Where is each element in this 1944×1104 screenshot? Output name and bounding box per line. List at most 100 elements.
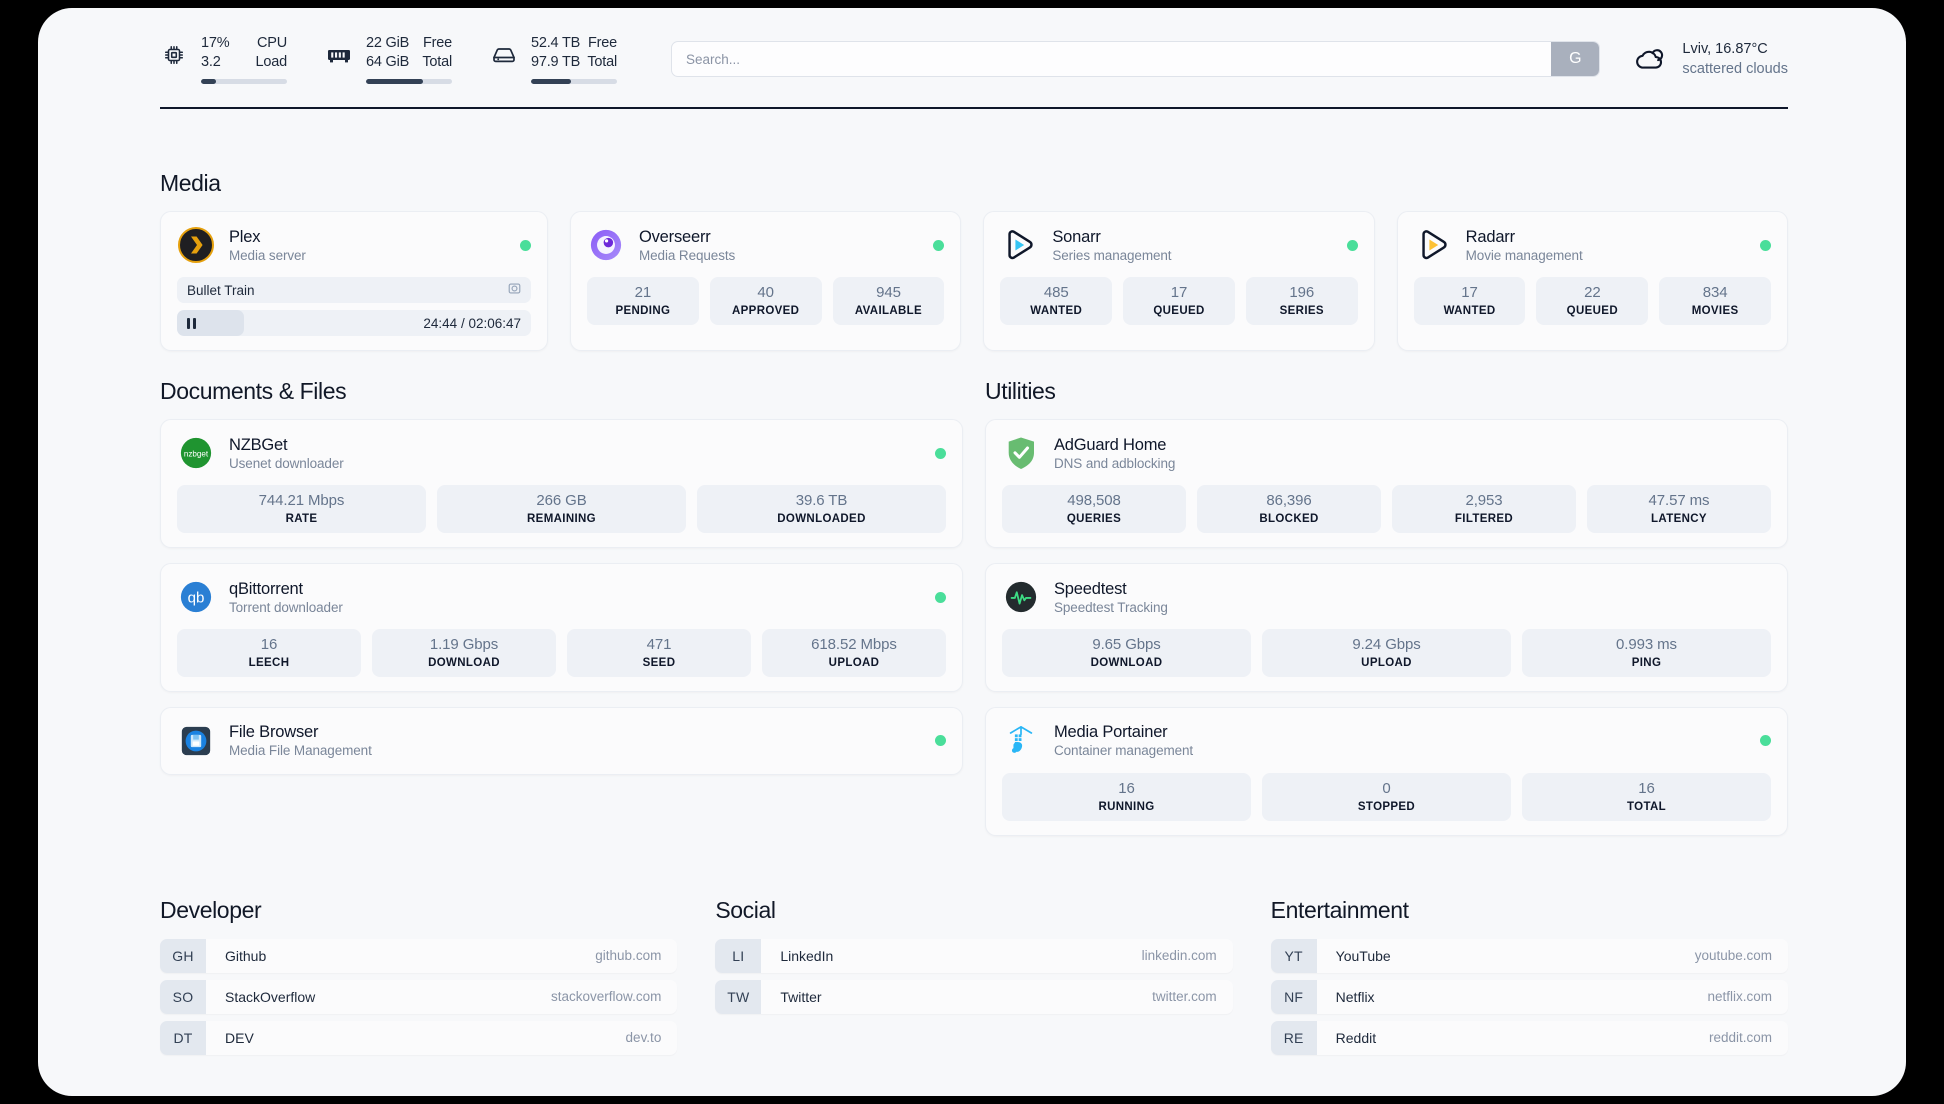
- card-header: nzbget NZBGet Usenet downloader: [177, 434, 946, 472]
- stat-value: 744.21 Mbps: [258, 492, 345, 510]
- device-icon[interactable]: [508, 282, 521, 298]
- filebrowser-icon: [177, 722, 215, 760]
- stat-tile: 39.6 TB DOWNLOADED: [697, 485, 946, 533]
- qbittorrent-icon: qb: [177, 578, 215, 616]
- stat-value: 17: [1170, 284, 1188, 302]
- bookmark-item-twitter[interactable]: TW Twitter twitter.com: [715, 979, 1233, 1014]
- bookmark-item-dev[interactable]: DT DEV dev.to: [160, 1020, 678, 1055]
- bookmark-group-social: Social LI LinkedIn linkedin.com TW Twitt…: [715, 897, 1233, 1055]
- stat-label: MOVIES: [1691, 305, 1739, 317]
- stat-label: REMAINING: [527, 513, 596, 525]
- service-name: NZBGet: [229, 435, 288, 454]
- bookmark-item-netflix[interactable]: NF Netflix netflix.com: [1270, 979, 1788, 1014]
- memory-stat-block: 22 GiB 64 GiB Free Total: [366, 34, 452, 85]
- service-card-qbittorrent[interactable]: qb qBittorrent Torrent downloader: [160, 563, 963, 692]
- stat-tile: 22 QUEUED: [1536, 277, 1649, 325]
- documents-section-title: Documents & Files: [160, 378, 347, 405]
- stat-tile: 17 QUEUED: [1123, 277, 1235, 325]
- disk-stat-block: 52.4 TB 97.9 TB Free Total: [531, 34, 617, 85]
- bookmark-item-linkedin[interactable]: LI LinkedIn linkedin.com: [715, 938, 1233, 973]
- status-indicator-online: [520, 239, 531, 251]
- status-indicator-online: [1759, 239, 1771, 251]
- stat-tile: 498,508 QUERIES: [1002, 485, 1186, 533]
- card-header: Radarr Movie management: [1414, 226, 1771, 264]
- stat-label: STOPPED: [1357, 800, 1416, 813]
- bookmark-name: Reddit: [1335, 1029, 1377, 1046]
- stat-value: 618.52 Mbps: [811, 636, 897, 653]
- header-divider: [160, 107, 1788, 110]
- service-card-adguard[interactable]: AdGuard Home DNS and adblocking 498,508 …: [985, 419, 1788, 548]
- stat-row: 16 RUNNING 0 STOPPED 16 TOTAL: [1002, 772, 1771, 821]
- memory-label-top: Free: [422, 35, 452, 51]
- search-input[interactable]: [672, 42, 1552, 77]
- cloud-icon: [1634, 46, 1668, 72]
- stat-value: 0: [1382, 779, 1391, 797]
- stat-value: 266 GB: [536, 492, 587, 510]
- overseerr-icon: [587, 226, 625, 264]
- bookmark-group-title: Entertainment: [1270, 896, 1409, 923]
- stat-label: WANTED: [1030, 305, 1083, 317]
- stat-tile: 9.24 Gbps UPLOAD: [1262, 629, 1511, 677]
- status-indicator-online: [935, 447, 946, 459]
- bookmark-item-stackoverflow[interactable]: SO StackOverflow stackoverflow.com: [160, 979, 678, 1014]
- stat-label: DOWNLOAD: [1090, 656, 1163, 669]
- bookmark-abbr: RE: [1270, 1020, 1317, 1055]
- bookmark-name: DEV: [225, 1029, 254, 1046]
- stat-value: 21: [634, 284, 652, 302]
- weather-location-temp: Lviv, 16.87°C: [1682, 40, 1768, 57]
- service-card-portainer[interactable]: Media Portainer Container management 16 …: [985, 706, 1788, 836]
- bookmark-item-reddit[interactable]: RE Reddit reddit.com: [1270, 1020, 1788, 1055]
- stat-label: WANTED: [1443, 305, 1496, 317]
- bookmark-url: twitter.com: [1152, 989, 1217, 1004]
- bookmark-group-developer: Developer GH Github github.com SO StackO…: [160, 897, 678, 1055]
- search-engine-button[interactable]: G: [1551, 42, 1600, 77]
- bookmark-abbr: GH: [160, 938, 206, 973]
- card-header: File Browser Media File Management: [177, 722, 946, 760]
- stat-value: 2,953: [1465, 492, 1503, 510]
- bookmark-item-youtube[interactable]: YT YouTube youtube.com: [1270, 938, 1788, 973]
- stat-label: SEED: [642, 656, 676, 669]
- stat-label: AVAILABLE: [854, 305, 923, 317]
- service-card-speedtest[interactable]: Speedtest Speedtest Tracking 9.65 Gbps D…: [985, 563, 1788, 692]
- stat-value: 945: [876, 284, 901, 302]
- media-section-title: Media: [160, 170, 221, 197]
- service-card-nzbget[interactable]: nzbget NZBGet Usenet downloader 74: [160, 419, 963, 548]
- service-card-filebrowser[interactable]: File Browser Media File Management: [160, 706, 963, 775]
- status-indicator-online: [1346, 239, 1358, 251]
- system-stat-cpu: 17% 3.2 CPU Load: [160, 34, 287, 85]
- stat-tile: 744.21 Mbps RATE: [177, 485, 426, 533]
- stat-value: 16: [1118, 779, 1135, 797]
- stat-tile: 196 SERIES: [1245, 277, 1358, 325]
- two-column-area: Documents & Files nzbget NZBGet: [160, 378, 1788, 836]
- service-desc: Speedtest Tracking: [1054, 599, 1168, 615]
- service-card-sonarr[interactable]: Sonarr Series management 485 WANTED 17 Q…: [983, 211, 1375, 352]
- cpu-stat-block: 17% 3.2 CPU Load: [201, 34, 287, 85]
- bookmark-item-github[interactable]: GH Github github.com: [160, 938, 678, 973]
- utilities-section: Utilities AdGuard Home: [985, 378, 1788, 836]
- stat-label: QUEUED: [1153, 305, 1205, 317]
- bookmark-name: YouTube: [1335, 947, 1391, 964]
- bookmark-url: stackoverflow.com: [551, 989, 662, 1004]
- pause-icon[interactable]: [187, 317, 196, 329]
- service-card-radarr[interactable]: Radarr Movie management 17 WANTED 22 QUE…: [1396, 211, 1788, 352]
- card-header: Speedtest Speedtest Tracking: [1002, 578, 1771, 616]
- service-name: File Browser: [229, 723, 319, 742]
- stat-row: 16 LEECH 1.19 Gbps DOWNLOAD 471 SEED: [177, 629, 946, 677]
- stat-tile: 0.993 ms PING: [1522, 629, 1771, 677]
- status-indicator-online: [935, 735, 946, 747]
- stat-tile: 21 PENDING: [587, 277, 699, 325]
- search-bar[interactable]: G: [671, 41, 1601, 78]
- stat-label: PENDING: [615, 305, 671, 317]
- now-playing-progress-row[interactable]: 24:44 / 02:06:47: [177, 310, 531, 337]
- now-playing-time: 24:44 / 02:06:47: [423, 315, 521, 331]
- stat-label: LEECH: [248, 656, 290, 669]
- svg-text:qb: qb: [188, 590, 205, 607]
- cpu-load-value: 3.2: [201, 54, 221, 71]
- weather-condition: scattered clouds: [1682, 61, 1788, 78]
- sonarr-icon: [1000, 226, 1038, 264]
- service-name: Plex: [229, 227, 261, 246]
- service-card-overseerr[interactable]: Overseerr Media Requests 21 PENDING 40 A…: [570, 211, 962, 352]
- service-card-plex[interactable]: Plex Media server Bullet Train: [160, 211, 548, 352]
- stat-value: 17: [1461, 284, 1478, 302]
- stat-label: RUNNING: [1098, 800, 1155, 813]
